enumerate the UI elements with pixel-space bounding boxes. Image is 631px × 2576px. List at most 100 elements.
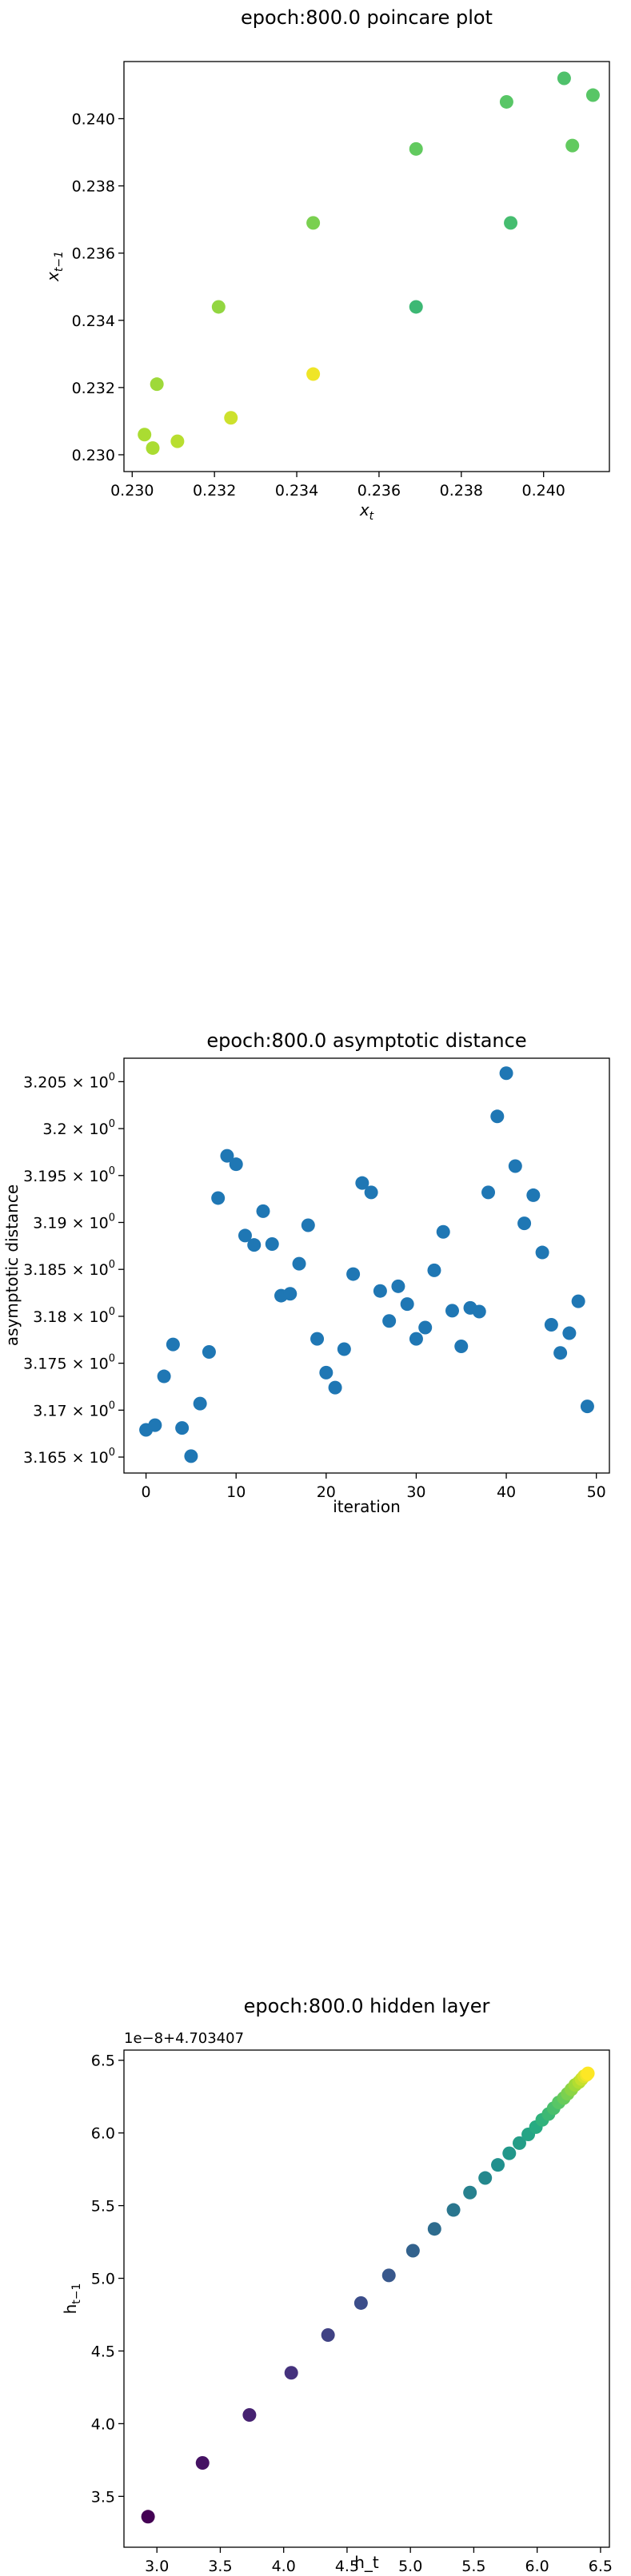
x-tick-label: 0.240 xyxy=(521,482,565,500)
data-point xyxy=(581,2066,595,2080)
data-point xyxy=(427,1263,441,1277)
plot-frame xyxy=(123,1057,610,1474)
data-points xyxy=(139,1066,594,1463)
y-tick-label: 3.175 × 100 xyxy=(23,1353,115,1373)
x-tick-label: 0.230 xyxy=(110,482,154,500)
data-point xyxy=(382,1314,397,1328)
data-point xyxy=(373,1284,387,1298)
y-tick-base: 3.19 × 10 xyxy=(33,1214,108,1232)
chart-title: epoch:800.0 hidden layer xyxy=(244,1995,490,2017)
data-point xyxy=(229,1157,243,1172)
y-axis-label-sub: t−1 xyxy=(53,251,66,272)
chart-title: epoch:800.0 asymptotic distance xyxy=(206,1029,526,1052)
data-point xyxy=(141,2510,155,2524)
data-point xyxy=(292,1256,306,1271)
y-tick-label: 6.5 xyxy=(91,2052,115,2070)
poincare-plot-panel: epoch:800.0 poincare plot 0.230 0.232 0.234… xyxy=(43,6,610,523)
data-point xyxy=(508,1159,522,1173)
data-point xyxy=(283,1287,298,1301)
x-axis-label-sub: t xyxy=(369,510,374,523)
y-tick-base: 3.195 × 10 xyxy=(23,1168,109,1185)
data-point xyxy=(427,2222,441,2236)
y-tick-exponent: 0 xyxy=(109,1353,115,1365)
x-tick-label: 20 xyxy=(317,1483,336,1501)
data-point xyxy=(565,138,580,153)
y-tick-label: 0.238 xyxy=(72,178,115,196)
data-point xyxy=(490,1109,505,1124)
y-tick-base: 3.17 × 10 xyxy=(33,1402,108,1419)
y-axis-label: asymptotic distance xyxy=(2,1184,22,1346)
data-point xyxy=(146,441,160,456)
data-point xyxy=(580,1399,594,1414)
data-point xyxy=(472,1304,486,1319)
y-tick-label: 4.0 xyxy=(91,2415,115,2433)
data-point xyxy=(184,1449,198,1463)
y-tick-label: 3.185 × 100 xyxy=(23,1259,115,1279)
data-point xyxy=(478,2171,493,2185)
data-point xyxy=(346,1267,361,1281)
data-point xyxy=(512,2136,526,2150)
data-point xyxy=(391,1279,405,1293)
data-point xyxy=(242,2407,257,2422)
data-point xyxy=(256,1204,270,1218)
y-tick-label: 0.240 xyxy=(72,110,115,128)
y-axis-label: ht−1 xyxy=(61,2283,83,2315)
data-point xyxy=(409,1332,423,1346)
x-tick-label: 0.236 xyxy=(357,482,401,500)
data-point xyxy=(211,300,226,314)
x-tick-label: 30 xyxy=(406,1483,425,1501)
y-tick-exponent: 0 xyxy=(109,1165,115,1177)
data-point xyxy=(150,377,164,392)
data-points xyxy=(141,2066,595,2524)
data-point xyxy=(306,216,321,230)
data-point xyxy=(454,1339,469,1353)
y-tick-label: 5.5 xyxy=(91,2198,115,2216)
data-point xyxy=(409,141,423,156)
y-tick-base: 3.185 × 10 xyxy=(23,1261,109,1279)
y-tick-label: 6.0 xyxy=(91,2125,115,2143)
x-axis-label: h_t xyxy=(354,2553,379,2572)
data-point xyxy=(148,1418,162,1432)
data-point xyxy=(446,2203,461,2217)
data-point xyxy=(138,428,152,442)
y-tick-base: 3.205 × 10 xyxy=(23,1073,109,1091)
y-tick-base: 3.165 × 10 xyxy=(23,1449,109,1467)
y-tick-label: 5.0 xyxy=(91,2271,115,2288)
data-point xyxy=(328,1380,342,1395)
x-axis-label-base: x xyxy=(359,500,369,520)
y-tick-label: 3.165 × 100 xyxy=(23,1447,115,1467)
x-axis-label: xt xyxy=(359,500,374,523)
y-tick-label: 3.205 × 100 xyxy=(23,1071,115,1091)
data-point xyxy=(355,1176,369,1190)
data-point xyxy=(337,1342,351,1356)
data-point xyxy=(195,2456,210,2470)
y-tick-base: 3.175 × 10 xyxy=(23,1356,109,1373)
x-axis-label: iteration xyxy=(333,1497,401,1516)
y-tick-base: 3.2 × 10 xyxy=(42,1121,108,1138)
x-tick-label: 50 xyxy=(587,1483,606,1501)
data-point xyxy=(265,1236,279,1251)
y-tick-base: 3.18 × 10 xyxy=(33,1308,108,1326)
y-tick-exponent: 0 xyxy=(109,1306,115,1318)
data-point xyxy=(211,1191,226,1205)
y-tick-exponent: 0 xyxy=(109,1259,115,1271)
y-tick-label: 3.2 × 100 xyxy=(42,1118,115,1138)
hidden-layer-panel: epoch:800.0 hidden layer 3.0 3.5 4.0 4.5 5.0 5… xyxy=(61,1995,613,2575)
data-point xyxy=(535,1245,549,1260)
data-point xyxy=(499,94,513,109)
y-tick-label: 3.19 × 100 xyxy=(33,1212,115,1232)
y-tick-exponent: 0 xyxy=(109,1212,115,1224)
y-offset-label: 1e−8+4.703407 xyxy=(124,2030,244,2047)
y-tick-label: 4.5 xyxy=(91,2343,115,2360)
data-point xyxy=(301,1218,315,1232)
x-tick-label: 6.5 xyxy=(589,2558,613,2575)
data-point xyxy=(364,1185,378,1200)
data-point xyxy=(319,1365,333,1380)
data-point xyxy=(175,1421,190,1435)
data-point xyxy=(405,2244,420,2258)
y-axis-label: xt−1 xyxy=(43,251,66,282)
y-tick-label: 0.234 xyxy=(72,313,115,330)
data-point xyxy=(502,2146,517,2160)
plot-frame xyxy=(123,61,610,472)
